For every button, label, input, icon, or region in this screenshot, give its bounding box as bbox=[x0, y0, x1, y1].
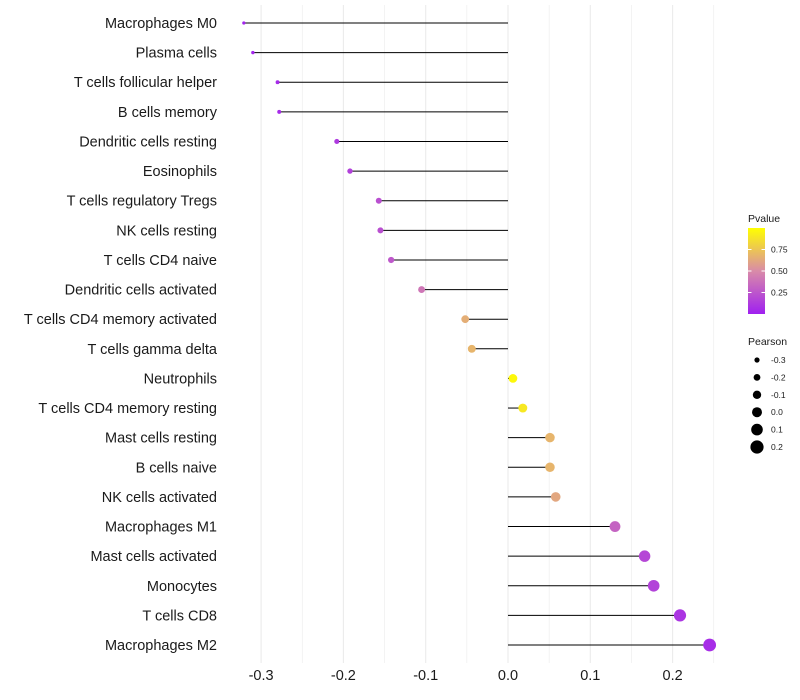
y-category-label: T cells follicular helper bbox=[74, 75, 217, 91]
y-category-label: Eosinophils bbox=[143, 164, 217, 180]
legend-pearson-point bbox=[750, 440, 764, 454]
y-category-label: Dendritic cells activated bbox=[65, 283, 217, 299]
lollipop-point bbox=[647, 579, 660, 592]
y-category-label: Dendritic cells resting bbox=[79, 134, 217, 150]
lollipop-point bbox=[545, 462, 555, 473]
legend-pvalue-title: Pvalue bbox=[748, 213, 780, 225]
legend-pearson-point bbox=[751, 423, 763, 436]
x-tick-label: 0.2 bbox=[663, 668, 683, 684]
y-category-label: Neutrophils bbox=[144, 371, 217, 387]
y-category-label: T cells gamma delta bbox=[88, 342, 218, 358]
lollipop-point bbox=[275, 80, 280, 85]
x-tick-label: -0.2 bbox=[331, 668, 356, 684]
y-category-label: NK cells resting bbox=[116, 223, 217, 239]
lollipop-point bbox=[467, 344, 476, 353]
y-category-label: Macrophages M0 bbox=[105, 16, 217, 32]
x-tick-label: -0.1 bbox=[413, 668, 438, 684]
legend-pearson-label: 0.2 bbox=[771, 442, 783, 452]
lollipop-point bbox=[638, 550, 651, 562]
lollipop-point bbox=[550, 492, 561, 502]
y-category-label: B cells naive bbox=[136, 460, 217, 476]
lollipop-point bbox=[251, 50, 255, 55]
legend-pearson-label: 0.1 bbox=[771, 425, 783, 435]
lollipop-point bbox=[461, 315, 470, 324]
legend-pearson-point bbox=[752, 407, 762, 418]
y-category-label: Macrophages M1 bbox=[105, 520, 217, 536]
legend-pvalue-label: 0.25 bbox=[771, 288, 788, 298]
legend-pearson-label: 0.0 bbox=[771, 407, 783, 417]
legend-pvalue-label: 0.75 bbox=[771, 245, 788, 255]
lollipop-point bbox=[545, 432, 555, 443]
y-category-label: Mast cells activated bbox=[90, 549, 217, 565]
lollipop-point bbox=[673, 609, 687, 622]
y-category-label: Macrophages M2 bbox=[105, 638, 217, 654]
y-category-label: B cells memory bbox=[118, 105, 218, 121]
x-tick-label: -0.3 bbox=[249, 668, 274, 684]
lollipop-point bbox=[518, 403, 528, 413]
legend-pvalue-label: 0.50 bbox=[771, 266, 788, 276]
y-category-label: Plasma cells bbox=[136, 46, 217, 62]
legend-pearson-title: Pearson bbox=[748, 336, 787, 348]
lollipop-point bbox=[242, 21, 246, 25]
y-category-label: Monocytes bbox=[147, 579, 217, 595]
x-tick-label: 0.1 bbox=[580, 668, 600, 684]
legend-pearson-point bbox=[753, 374, 761, 381]
lollipop-point bbox=[703, 638, 717, 652]
legend-pearson-label: -0.2 bbox=[771, 372, 786, 382]
lollipop-point bbox=[334, 138, 340, 145]
y-category-label: T cells regulatory Tregs bbox=[67, 194, 217, 210]
lollipop-point bbox=[418, 286, 426, 294]
y-category-label: T cells CD4 memory activated bbox=[24, 312, 217, 328]
y-category-label: T cells CD8 bbox=[142, 608, 217, 624]
legend-pearson-label: -0.1 bbox=[771, 390, 786, 400]
y-category-label: Mast cells resting bbox=[105, 431, 217, 447]
lollipop-point bbox=[375, 197, 382, 204]
y-category-label: NK cells activated bbox=[102, 490, 217, 506]
legend-pearson-point bbox=[752, 390, 762, 399]
lollipop-point bbox=[347, 168, 353, 174]
y-category-label: T cells CD4 naive bbox=[104, 253, 217, 269]
lollipop-point bbox=[609, 521, 621, 532]
lollipop-point bbox=[508, 374, 518, 383]
lollipop-point bbox=[277, 109, 282, 114]
y-category-label: T cells CD4 memory resting bbox=[38, 401, 217, 417]
legend-pearson-label: -0.3 bbox=[771, 355, 786, 365]
x-tick-label: 0.0 bbox=[498, 668, 518, 684]
legend-pearson-point bbox=[754, 357, 760, 363]
legend-pvalue-colorbar bbox=[748, 228, 765, 314]
lollipop-point bbox=[388, 256, 395, 264]
lollipop-point bbox=[377, 227, 384, 234]
